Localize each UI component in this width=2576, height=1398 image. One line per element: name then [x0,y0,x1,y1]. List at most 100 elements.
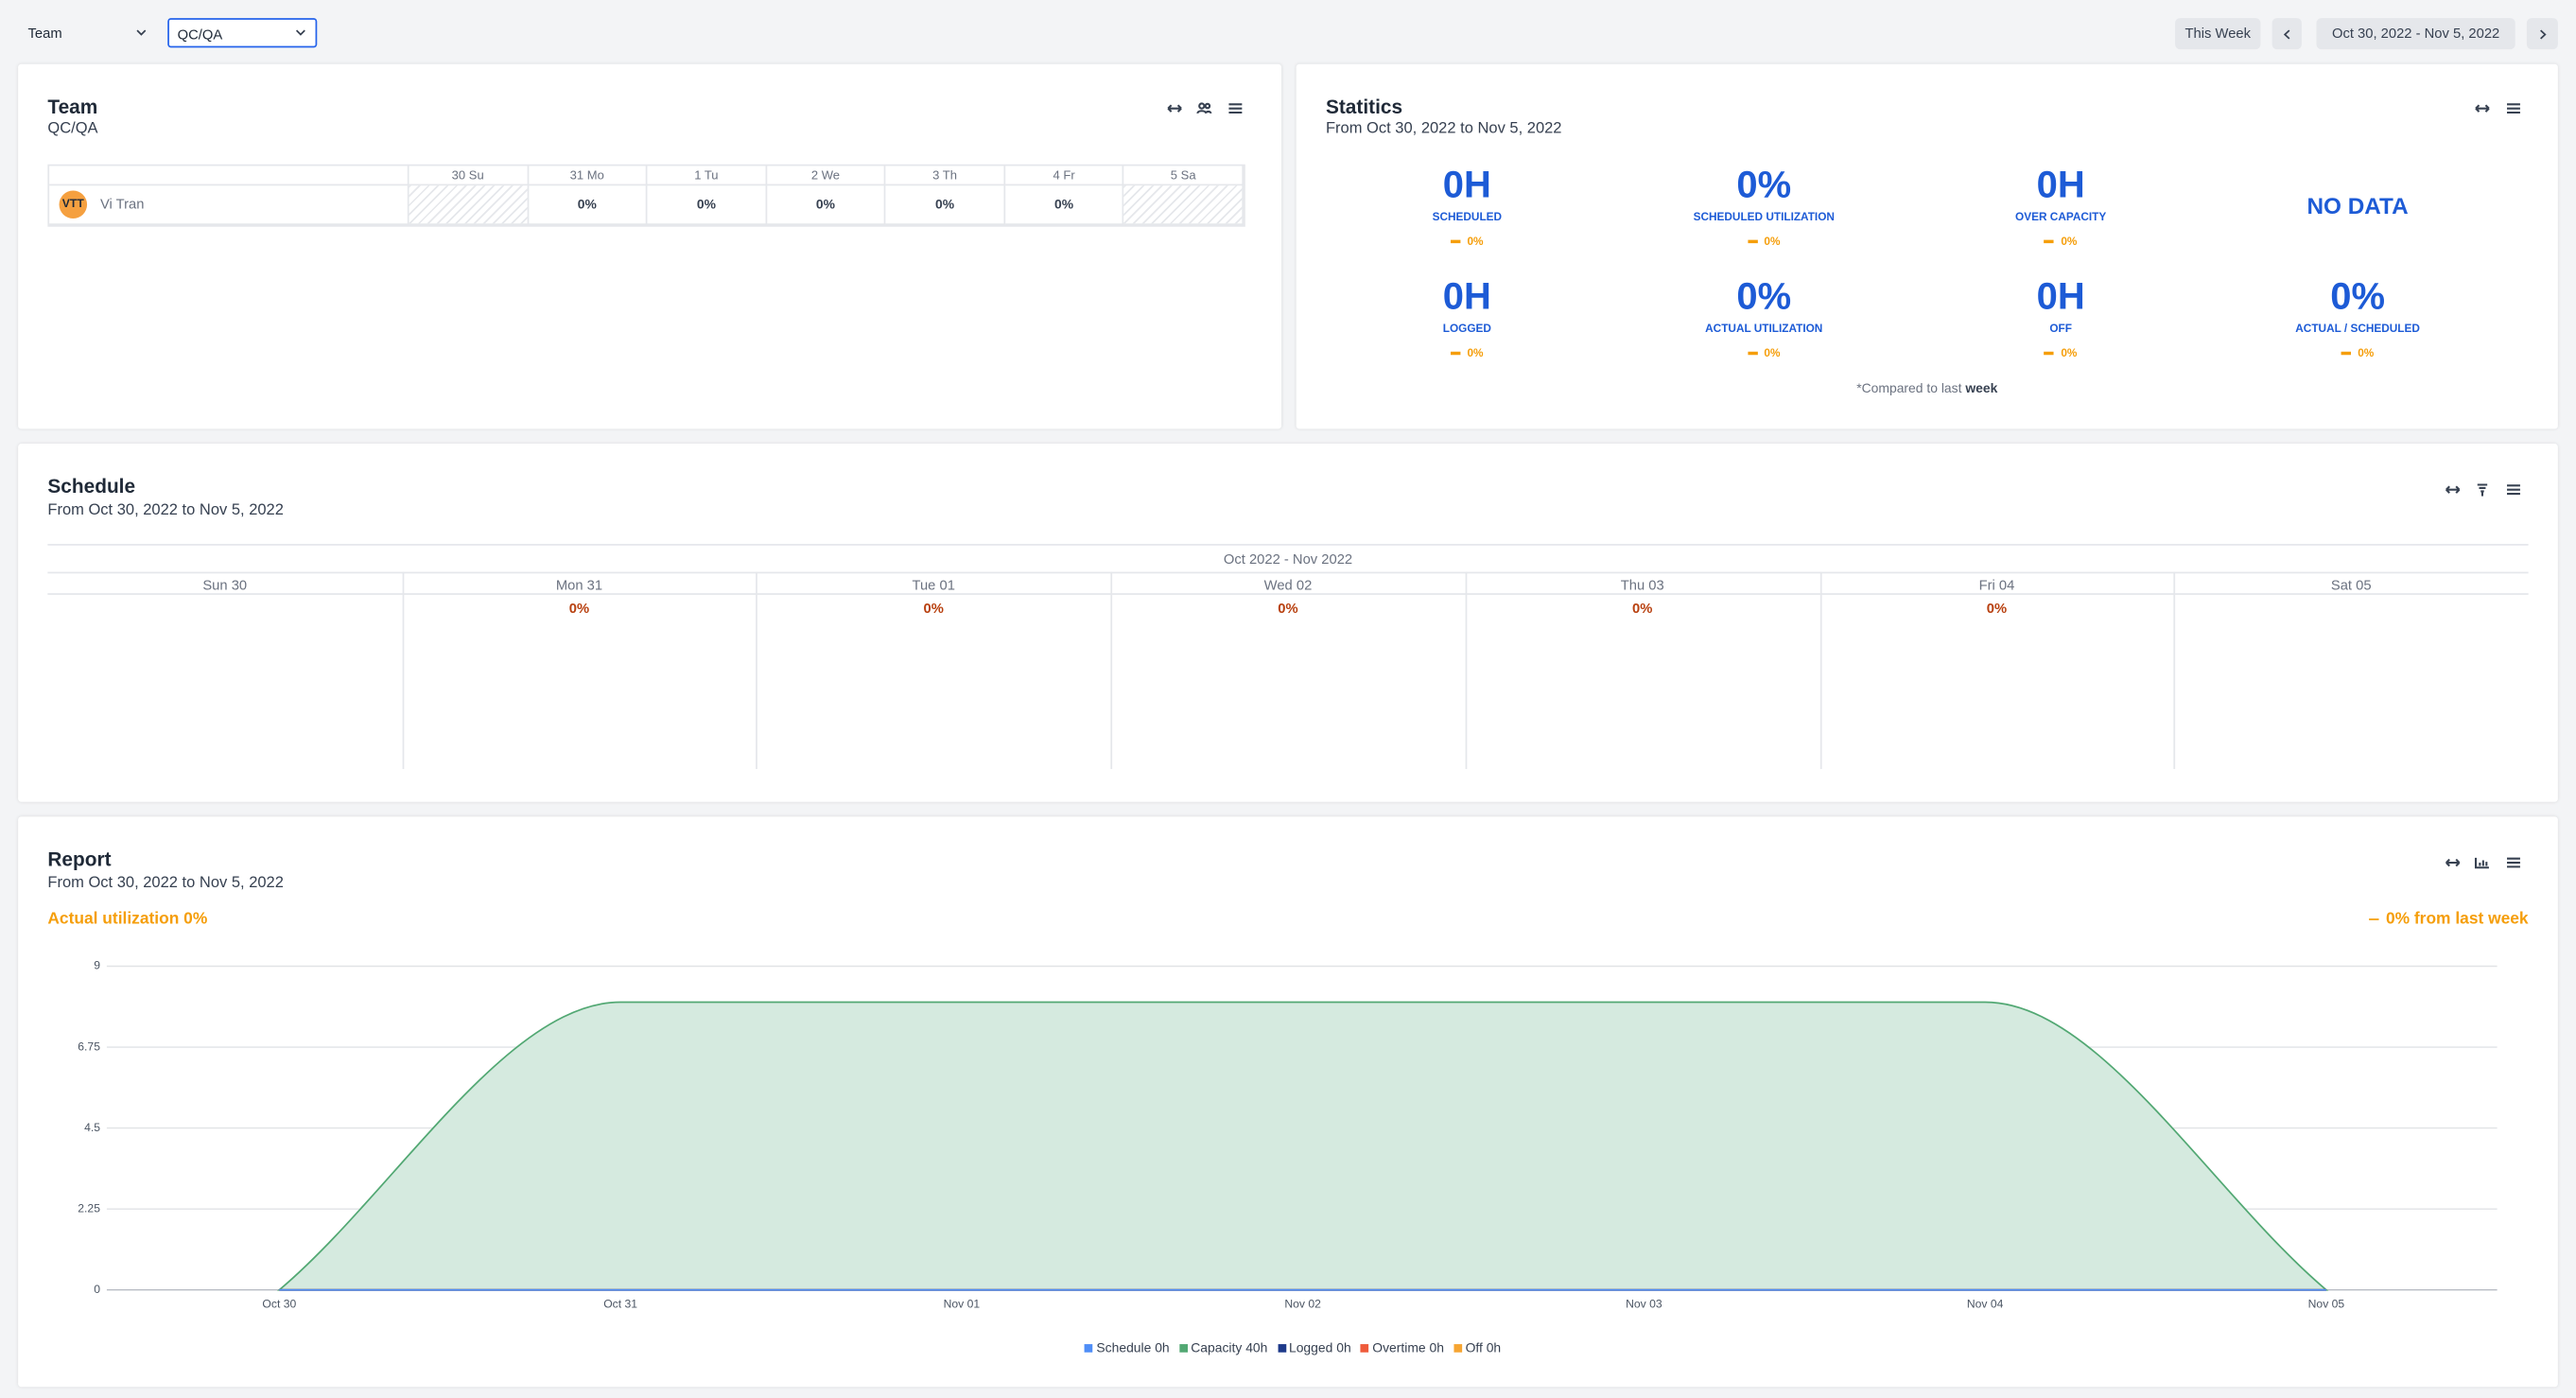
menu-icon[interactable] [2505,483,2521,497]
stat-value: 0% [2330,274,2385,318]
day-utilization: 0% [1986,600,2008,617]
stat-label: OVER CAPACITY [2015,212,2107,224]
day-utilization: 0% [1278,600,1298,617]
day-utilization: 0% [568,600,590,617]
actual-utilization: Actual utilization 0% [47,910,208,929]
legend-label: Overtime 0h [1372,1340,1444,1356]
divider [47,544,2529,546]
menu-icon[interactable] [1227,102,1244,115]
y-tick-label: 0 [94,1283,100,1296]
member-name: Vi Tran [99,195,145,213]
stat-value: 0H [1442,274,1491,318]
day-label: Tue 01 [912,576,955,594]
utilization-cell: 0% [528,185,648,226]
stat-value: 0% [1736,162,1792,206]
day-utilization: 0% [1632,600,1653,617]
utilization-change: 0% from last week [2035,910,2529,929]
x-tick-label: Nov 04 [1967,1298,2004,1311]
change-text: 0% [1764,348,1781,360]
stat-change: 0% [1319,348,1615,361]
chevron [136,29,147,36]
day-label: Mon 31 [555,576,603,594]
trend-dash [2341,352,2352,356]
menu-icon[interactable] [2505,102,2521,115]
utilization-cell: 0% [647,185,767,226]
stat-value: 0H [1442,162,1491,206]
filter-icon[interactable] [2474,483,2490,497]
avatar: VTT [59,190,88,219]
change-text: 0% [2061,348,2078,360]
members-icon[interactable] [1196,102,1212,115]
member-cell: VTT Vi Tran [49,185,409,226]
day-header: 3 Th [885,166,1005,186]
legend-swatch [1179,1344,1188,1354]
stat-label: SCHEDULED UTILIZATION [1693,212,1835,224]
stat-value: 0H [2036,162,2085,206]
change-text: 0% from last week [2385,910,2529,929]
stat-change: 0% [1616,348,1912,361]
column-line [1110,571,1113,770]
panel-title: Report [47,848,112,871]
stat-label: OFF [2049,323,2072,336]
day-label: Wed 02 [1263,576,1313,594]
trend-dash [1451,240,1461,244]
next-button[interactable] [2526,18,2558,50]
column-line [402,571,404,770]
legend-swatch [1085,1344,1093,1354]
group-select[interactable]: Team [18,18,158,47]
chart-icon[interactable] [2474,856,2490,869]
stat-change: 0% [1319,236,1615,250]
menu-icon[interactable] [2505,856,2521,869]
legend-swatch [1277,1344,1286,1354]
statistics-panel [1296,63,2558,429]
trend-dash [2369,917,2380,921]
column-line [1819,571,1821,770]
change-text: 0% [1467,348,1484,360]
stat-value: NO DATA [2306,192,2409,219]
change-text: 0% [2358,348,2375,360]
panel-title: Team [47,95,98,119]
stat-label: ACTUAL / SCHEDULED [2295,323,2420,336]
note-text: *Compared to last [1856,381,1962,396]
team-select[interactable]: QC/QA [167,18,318,48]
utilization-cell: 0% [1004,185,1125,226]
legend-swatch [1361,1344,1369,1354]
day-header: 2 We [766,166,886,186]
legend-label: Capacity 40h [1191,1340,1268,1356]
period: Oct 2022 - Nov 2022 [1223,550,1353,568]
expand-icon[interactable] [1166,102,1182,115]
this-week-button[interactable]: This Week [2175,18,2261,50]
date-range[interactable]: Oct 30, 2022 - Nov 5, 2022 [2316,18,2515,50]
expand-icon[interactable] [2474,102,2490,115]
utilization-cell: 0% [766,185,886,226]
area [276,1001,2329,1291]
y-tick-label: 6.75 [78,1040,100,1053]
panel-subtitle: From Oct 30, 2022 to Nov 5, 2022 [1325,119,1562,138]
trend-dash [2044,240,2055,244]
legend-label: Logged 0h [1288,1340,1351,1356]
panel-title: Schedule [47,475,136,498]
legend: Schedule 0h Capacity 40h Logged 0h Overtime… [0,1340,2576,1356]
utilization-cell: 0% [885,185,1005,226]
day-label: Sat 05 [2330,576,2372,594]
day-header: 1 Tu [647,166,767,186]
empty-cell [409,185,529,226]
divider [47,571,2529,574]
compare-note: *Compared to last week [1297,381,2558,396]
expand-icon[interactable] [2445,856,2461,869]
panel-subtitle: QC/QA [47,119,98,138]
trend-dash [2044,352,2055,356]
expand-icon[interactable] [2445,483,2461,497]
prev-button[interactable] [2271,18,2302,50]
group-select-text: Team [27,25,62,42]
note-emphasis: week [1965,381,1998,396]
x-tick-label: Nov 01 [944,1298,981,1311]
x-tick-label: Oct 31 [603,1298,637,1311]
day-header: 30 Su [409,166,529,186]
x-tick-label: Nov 03 [1626,1298,1662,1311]
change-text: 0% [2061,236,2078,249]
day-label: Fri 04 [1978,576,2015,594]
change-text: 0% [1467,236,1484,249]
day-header: 4 Fr [1004,166,1125,186]
